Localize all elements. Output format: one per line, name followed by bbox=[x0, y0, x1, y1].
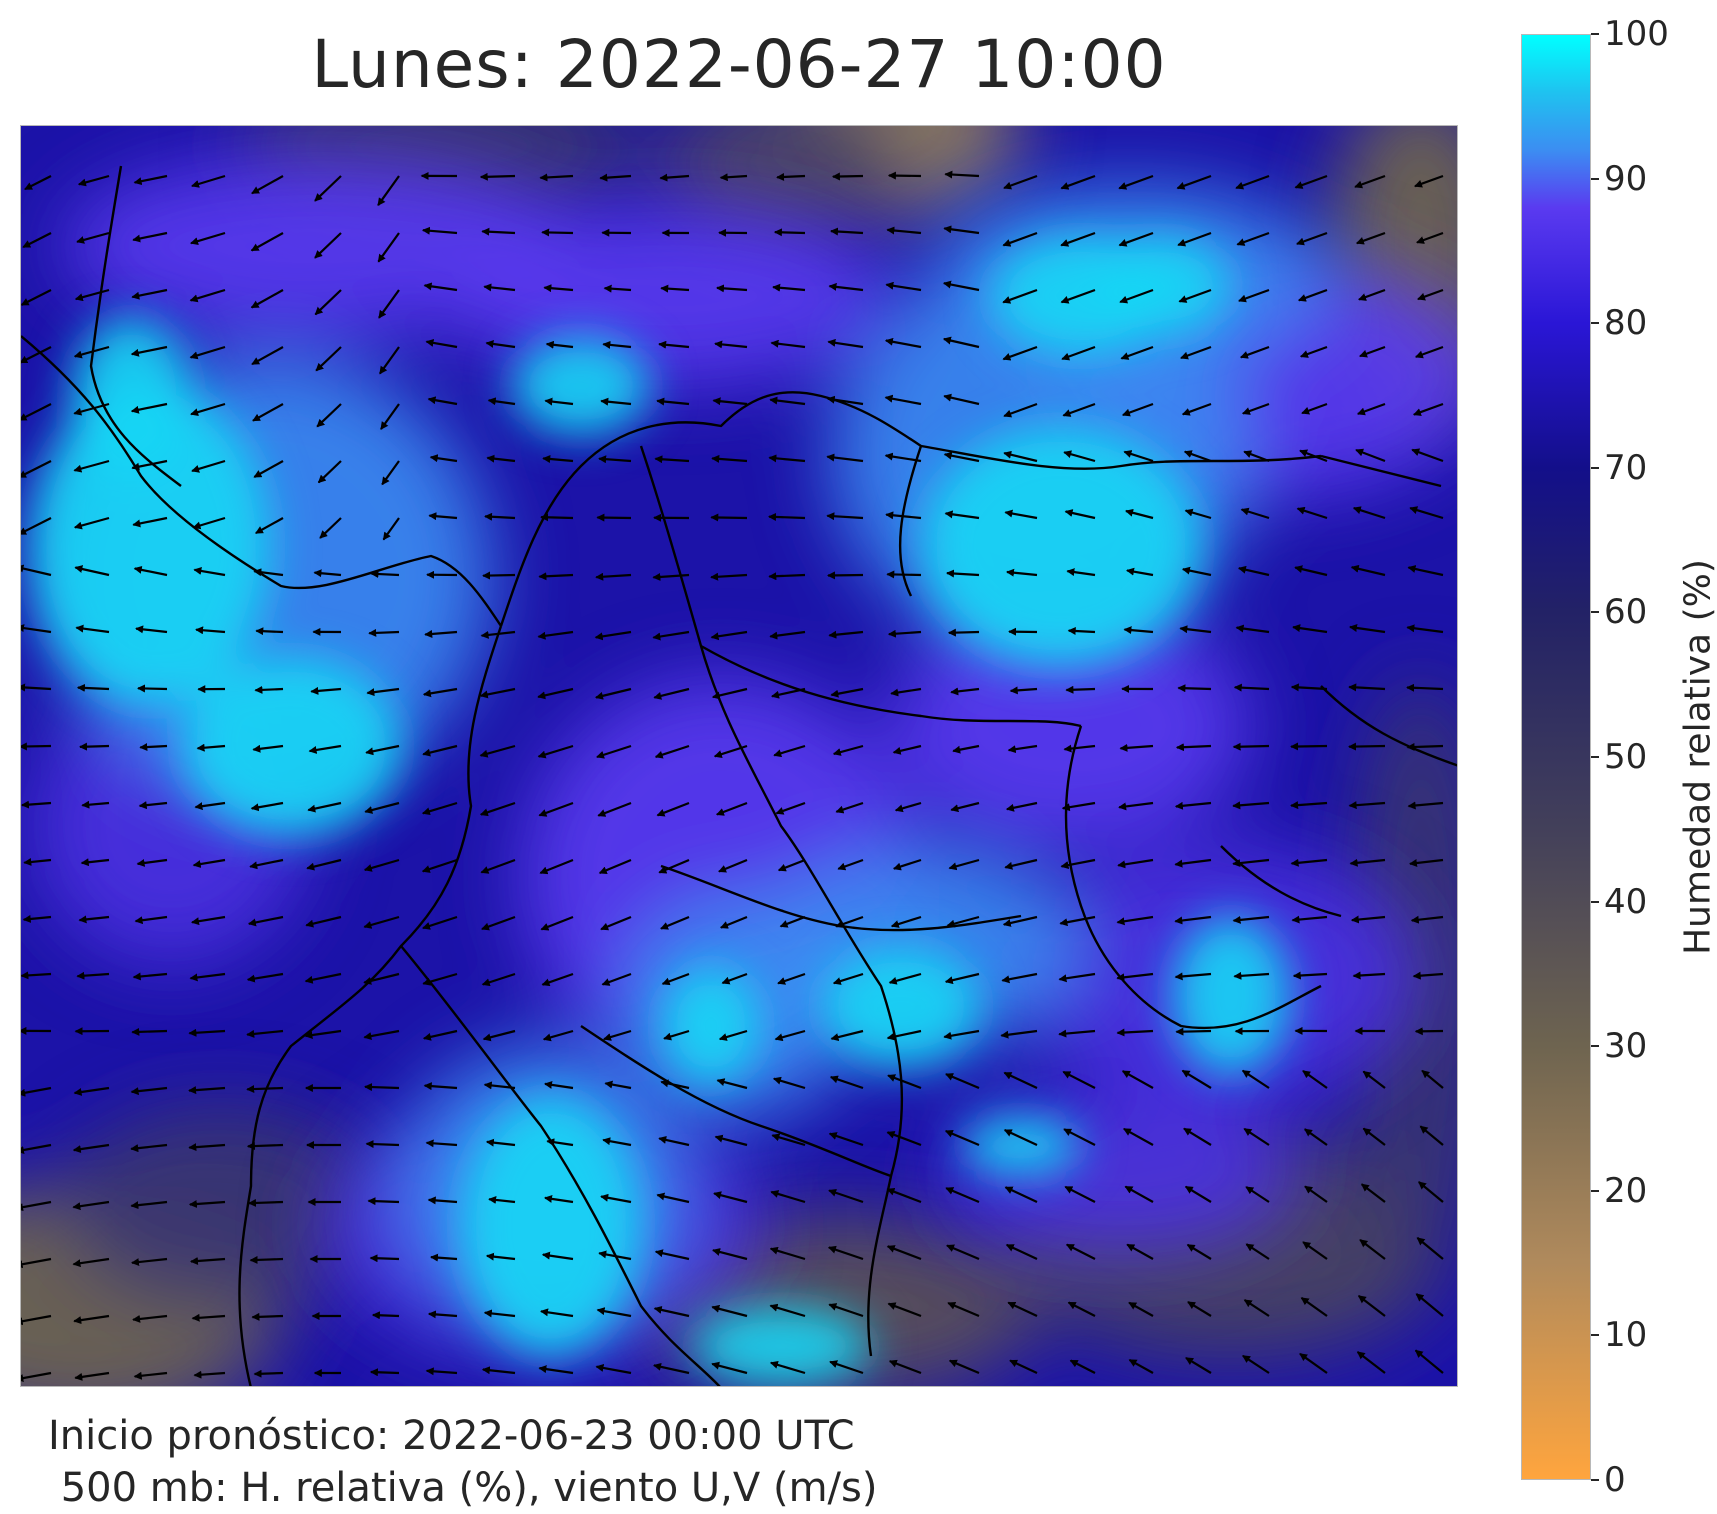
wind-arrow bbox=[949, 632, 979, 633]
colorbar-tick bbox=[1591, 756, 1599, 758]
wind-arrow bbox=[371, 1372, 399, 1373]
colorbar-tick-label: 40 bbox=[1604, 882, 1647, 922]
wind-arrow bbox=[769, 575, 805, 577]
map-panel[interactable] bbox=[20, 125, 1458, 1387]
wind-arrow bbox=[247, 1088, 283, 1089]
wind-arrow bbox=[769, 517, 805, 518]
colorbar-tick bbox=[1591, 467, 1599, 469]
wind-arrow bbox=[367, 1144, 399, 1145]
colorbar-tick bbox=[1591, 901, 1599, 903]
wind-arrow bbox=[1234, 746, 1269, 747]
wind-arrow bbox=[21, 746, 51, 747]
wind-arrow bbox=[541, 517, 573, 518]
wind-arrow bbox=[1178, 688, 1211, 689]
colorbar-tick bbox=[1591, 1045, 1599, 1047]
wind-arrow bbox=[80, 746, 109, 747]
wind-arrow bbox=[369, 1201, 400, 1202]
colorbar-tick-label: 90 bbox=[1604, 159, 1647, 199]
wind-arrow bbox=[1407, 688, 1443, 690]
colorbar-tick bbox=[1591, 178, 1599, 180]
colorbar-tick bbox=[1591, 1479, 1599, 1481]
wind-arrow bbox=[483, 575, 515, 576]
wind-arrow bbox=[542, 232, 573, 233]
wind-arrow bbox=[775, 232, 805, 233]
wind-arrow bbox=[889, 176, 921, 177]
wind-arrow bbox=[1177, 746, 1211, 748]
wind-arrow bbox=[252, 1316, 283, 1317]
map-title: Lunes: 2022-06-27 10:00 bbox=[20, 22, 1458, 108]
wind-arrow bbox=[373, 1315, 399, 1316]
wind-arrow bbox=[140, 746, 167, 747]
wind-arrow bbox=[138, 688, 167, 689]
wind-arrow bbox=[255, 689, 283, 690]
wind-arrow bbox=[833, 176, 863, 177]
wind-arrow bbox=[777, 176, 805, 177]
colorbar-tick bbox=[1591, 1334, 1599, 1336]
wind-arrow bbox=[365, 1087, 399, 1088]
colorbar-tick-label: 70 bbox=[1604, 448, 1647, 488]
forecast-start-text: Inicio pronóstico: 2022-06-23 00:00 UTC bbox=[48, 1413, 855, 1459]
wind-arrow bbox=[828, 575, 863, 576]
colorbar-tick-label: 80 bbox=[1604, 303, 1647, 343]
forecast-footer: Inicio pronóstico: 2022-06-23 00:00 UTC … bbox=[48, 1410, 877, 1514]
wind-arrow bbox=[1291, 746, 1327, 747]
colorbar-tick-label: 0 bbox=[1604, 1460, 1626, 1500]
wind-arrow bbox=[371, 1258, 399, 1259]
humidity-colorbar bbox=[1521, 34, 1591, 1480]
wind-arrow bbox=[371, 574, 399, 575]
colorbar-tick-label: 100 bbox=[1604, 14, 1669, 54]
wind-arrow bbox=[1066, 689, 1095, 690]
colorbar-label: Humedad relativa (%) bbox=[1678, 517, 1717, 997]
humidity-wind-map bbox=[21, 126, 1458, 1387]
wind-arrow bbox=[132, 1031, 167, 1032]
colorbar-tick bbox=[1591, 322, 1599, 324]
wind-arrow bbox=[369, 632, 399, 633]
colorbar-tick-label: 50 bbox=[1604, 737, 1647, 777]
wind-arrow bbox=[1408, 746, 1444, 747]
level-description-text: 500 mb: H. relativa (%), viento U,V (m/s… bbox=[48, 1465, 877, 1511]
wind-arrow bbox=[481, 176, 515, 177]
wind-arrow bbox=[249, 1202, 283, 1203]
wind-arrow bbox=[1349, 746, 1385, 747]
wind-arrow bbox=[251, 1259, 283, 1260]
wind-arrow bbox=[1176, 1031, 1211, 1032]
wind-arrow bbox=[711, 517, 747, 518]
wind-arrow bbox=[887, 574, 921, 575]
colorbar-tick-label: 30 bbox=[1604, 1026, 1647, 1066]
wind-arrow bbox=[255, 1373, 283, 1374]
colorbar-tick bbox=[1591, 1190, 1599, 1192]
wind-arrow bbox=[248, 1145, 283, 1146]
wind-arrow bbox=[597, 518, 631, 519]
colorbar-tick-label: 60 bbox=[1604, 592, 1647, 632]
colorbar-tick-label: 20 bbox=[1604, 1171, 1647, 1211]
wind-arrow bbox=[78, 688, 109, 689]
wind-arrow bbox=[1069, 631, 1095, 632]
colorbar-tick bbox=[1591, 33, 1599, 35]
colorbar-tick bbox=[1591, 611, 1599, 613]
colorbar-tick-label: 10 bbox=[1604, 1315, 1647, 1355]
wind-arrow bbox=[256, 631, 283, 632]
